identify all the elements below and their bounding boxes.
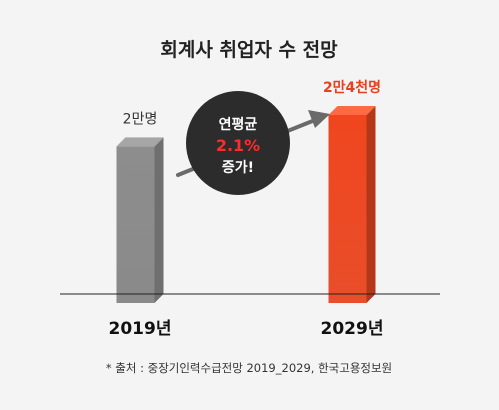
bar-front	[116, 146, 155, 303]
bubble-line1: 연평균	[219, 116, 258, 133]
bubble-value: 2.1%	[216, 136, 260, 155]
bar-side	[366, 106, 376, 303]
bar-front	[328, 115, 367, 303]
bar-top	[328, 106, 376, 115]
x-tick-2019: 2019년	[109, 319, 172, 339]
data-label-2029: 2만4천명	[323, 79, 381, 96]
bar-2019년	[116, 137, 164, 303]
growth-bubble: 연평균 2.1% 증가!	[186, 91, 290, 195]
chart-title: 회계사 취업자 수 전망	[160, 39, 338, 61]
bar-top	[116, 137, 164, 147]
bar-side	[154, 137, 164, 303]
bars	[116, 106, 376, 303]
x-tick-2029: 2029년	[321, 319, 384, 339]
source-note: * 출처 : 중장기인력수급전망 2019_2029, 한국고용정보원	[106, 361, 392, 375]
data-label-2019: 2만명	[123, 111, 158, 127]
bubble-line3: 증가!	[222, 160, 254, 176]
bar-2029년	[328, 106, 376, 303]
